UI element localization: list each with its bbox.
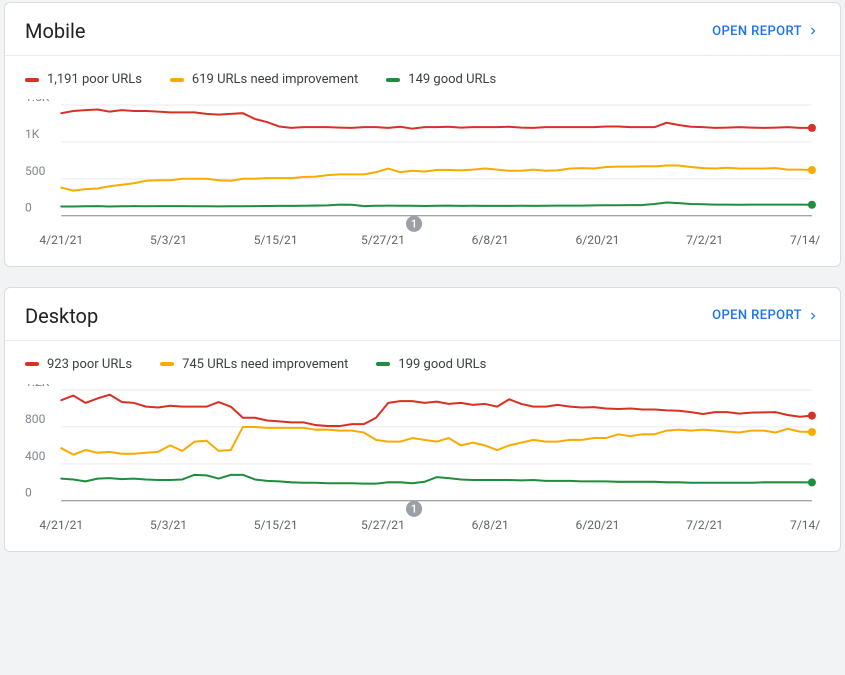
mobile-legend: 1,191 poor URLs 619 URLs need improvement… <box>5 56 840 95</box>
ytick-label: 1.5K <box>25 99 50 104</box>
mobile-legend-item-needs[interactable]: 619 URLs need improvement <box>170 72 358 87</box>
xtick-label: 4/21/21 <box>39 518 83 532</box>
end-dot-poor <box>808 412 816 420</box>
series-good <box>61 202 812 206</box>
end-dot-good <box>808 478 816 486</box>
legend-swatch-needs <box>170 78 184 82</box>
xtick-label: 5/27/21 <box>361 233 405 247</box>
xtick-label: 5/15/21 <box>254 233 298 247</box>
series-poor <box>61 395 812 426</box>
xtick-label: 5/27/21 <box>361 518 405 532</box>
xtick-label: 7/14/21 <box>790 518 820 532</box>
legend-swatch-good <box>386 78 400 82</box>
mobile-card: Mobile OPEN REPORT 1,191 poor URLs 619 URLs… <box>4 2 841 267</box>
event-marker-label: 1 <box>411 217 417 230</box>
xtick-label: 4/21/21 <box>39 233 83 247</box>
legend-swatch-poor <box>25 78 39 82</box>
ytick-label: 0 <box>25 486 32 500</box>
end-dot-needs <box>808 166 816 174</box>
desktop-card-header: Desktop OPEN REPORT <box>5 288 840 340</box>
series-needs <box>61 427 812 455</box>
open-report-label: OPEN REPORT <box>712 24 802 39</box>
chevron-right-icon <box>806 309 820 323</box>
mobile-legend-item-poor[interactable]: 1,191 poor URLs <box>25 72 142 87</box>
xtick-label: 5/3/21 <box>150 233 187 247</box>
desktop-legend-item-poor[interactable]: 923 poor URLs <box>25 357 132 372</box>
mobile-open-report-link[interactable]: OPEN REPORT <box>712 24 820 39</box>
ytick-label: 1.2K <box>25 384 50 389</box>
xtick-label: 6/8/21 <box>472 233 509 247</box>
legend-label-needs: 745 URLs need improvement <box>182 357 348 372</box>
desktop-chart: 0 400 800 1.2K 1 4/21/21 5/3/21 5/15/21 5/27/21 6… <box>5 380 840 551</box>
mobile-chart: 0 500 1K 1.5K 1 4/21/21 5/3/21 5/15/21 5/27/21 6/… <box>5 95 840 266</box>
legend-label-good: 199 good URLs <box>398 357 486 372</box>
xtick-label: 6/20/21 <box>576 518 620 532</box>
mobile-svg: 0 500 1K 1.5K 1 4/21/21 5/3/21 5/15/21 5/27/21 6/… <box>25 99 820 250</box>
desktop-title: Desktop <box>25 304 98 328</box>
chevron-right-icon <box>806 24 820 38</box>
xtick-label: 7/14/21 <box>790 233 820 247</box>
legend-label-poor: 923 poor URLs <box>47 357 132 372</box>
open-report-label: OPEN REPORT <box>712 308 802 323</box>
desktop-open-report-link[interactable]: OPEN REPORT <box>712 308 820 323</box>
ytick-label: 1K <box>25 127 40 141</box>
xtick-label: 6/8/21 <box>472 518 509 532</box>
desktop-legend-item-needs[interactable]: 745 URLs need improvement <box>160 357 348 372</box>
xtick-label: 5/3/21 <box>150 518 187 532</box>
legend-swatch-good <box>376 362 390 366</box>
end-dot-poor <box>808 124 816 132</box>
ytick-label: 500 <box>25 164 46 178</box>
series-poor <box>61 109 812 128</box>
xtick-label: 7/2/21 <box>686 233 723 247</box>
legend-swatch-needs <box>160 362 174 366</box>
desktop-legend: 923 poor URLs 745 URLs need improvement 19… <box>5 341 840 380</box>
mobile-card-header: Mobile OPEN REPORT <box>5 3 840 55</box>
desktop-legend-item-good[interactable]: 199 good URLs <box>376 357 486 372</box>
ytick-label: 0 <box>25 201 32 215</box>
desktop-card: Desktop OPEN REPORT 923 poor URLs 745 URLs … <box>4 287 841 552</box>
series-good <box>61 475 812 484</box>
legend-label-poor: 1,191 poor URLs <box>47 72 142 87</box>
mobile-legend-item-good[interactable]: 149 good URLs <box>386 72 496 87</box>
legend-swatch-poor <box>25 362 39 366</box>
mobile-title: Mobile <box>25 19 85 43</box>
desktop-svg: 0 400 800 1.2K 1 4/21/21 5/3/21 5/15/21 5/27/21 6… <box>25 384 820 535</box>
series-needs <box>61 166 812 191</box>
xtick-label: 6/20/21 <box>576 233 620 247</box>
xtick-label: 5/15/21 <box>254 518 298 532</box>
legend-label-needs: 619 URLs need improvement <box>192 72 358 87</box>
ytick-label: 800 <box>25 412 46 426</box>
end-dot-good <box>808 201 816 209</box>
xtick-label: 7/2/21 <box>686 518 723 532</box>
event-marker-label: 1 <box>411 502 417 515</box>
end-dot-needs <box>808 428 816 436</box>
ytick-label: 400 <box>25 449 46 463</box>
legend-label-good: 149 good URLs <box>408 72 496 87</box>
